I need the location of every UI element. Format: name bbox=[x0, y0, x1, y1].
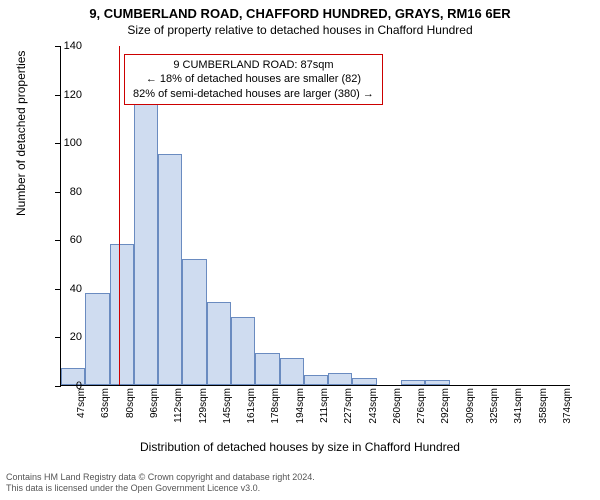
x-tick-label: 243sqm bbox=[368, 388, 379, 424]
x-tick-label: 63sqm bbox=[100, 388, 111, 418]
y-tick bbox=[55, 46, 61, 47]
histogram-bar bbox=[158, 154, 182, 385]
y-tick-label: 0 bbox=[76, 380, 82, 392]
histogram-bar bbox=[255, 353, 279, 385]
x-tick-label: 194sqm bbox=[295, 388, 306, 424]
title-sub: Size of property relative to detached ho… bbox=[0, 21, 600, 37]
x-tick-label: 325sqm bbox=[489, 388, 500, 424]
histogram-bar bbox=[110, 244, 134, 385]
y-tick-label: 40 bbox=[70, 283, 82, 295]
y-tick-label: 20 bbox=[70, 331, 82, 343]
footer: Contains HM Land Registry data © Crown c… bbox=[0, 468, 600, 500]
histogram-bar bbox=[85, 293, 109, 385]
x-tick-label: 145sqm bbox=[222, 388, 233, 424]
histogram-bar bbox=[328, 373, 352, 385]
y-tick-label: 100 bbox=[64, 137, 82, 149]
histogram-bar bbox=[401, 380, 425, 385]
footer-line2: This data is licensed under the Open Gov… bbox=[6, 483, 594, 494]
x-tick-label: 374sqm bbox=[562, 388, 573, 424]
histogram-bar bbox=[425, 380, 449, 385]
histogram-bar bbox=[280, 358, 304, 385]
y-tick bbox=[55, 95, 61, 96]
y-tick-label: 60 bbox=[70, 234, 82, 246]
x-tick-label: 96sqm bbox=[149, 388, 160, 418]
info-box: 9 CUMBERLAND ROAD: 87sqm ← 18% of detach… bbox=[124, 54, 383, 105]
x-tick-label: 309sqm bbox=[465, 388, 476, 424]
histogram-bar bbox=[182, 259, 206, 385]
x-tick-label: 112sqm bbox=[173, 388, 184, 423]
info-box-line1: 9 CUMBERLAND ROAD: 87sqm bbox=[133, 58, 374, 72]
histogram-bar bbox=[134, 103, 158, 385]
histogram-bar bbox=[207, 302, 231, 385]
x-tick-label: 260sqm bbox=[392, 388, 403, 424]
marker-line bbox=[119, 46, 120, 385]
histogram-bar bbox=[304, 375, 328, 385]
y-tick-label: 80 bbox=[70, 186, 82, 198]
x-tick-label: 292sqm bbox=[440, 388, 451, 424]
chart-area: 47sqm63sqm80sqm96sqm112sqm129sqm145sqm16… bbox=[60, 46, 570, 386]
histogram-bar bbox=[231, 317, 255, 385]
title-main: 9, CUMBERLAND ROAD, CHAFFORD HUNDRED, GR… bbox=[0, 0, 600, 21]
footer-line1: Contains HM Land Registry data © Crown c… bbox=[6, 472, 594, 483]
y-tick bbox=[55, 192, 61, 193]
y-axis-label: Number of detached properties bbox=[14, 51, 28, 216]
x-tick-label: 227sqm bbox=[343, 388, 354, 424]
info-box-line3: 82% of semi-detached houses are larger (… bbox=[133, 87, 374, 101]
y-tick bbox=[55, 289, 61, 290]
x-tick-label: 211sqm bbox=[319, 388, 330, 423]
y-tick bbox=[55, 337, 61, 338]
info-box-line2: ← 18% of detached houses are smaller (82… bbox=[133, 72, 374, 86]
y-tick-label: 140 bbox=[64, 40, 82, 52]
x-axis-label: Distribution of detached houses by size … bbox=[0, 440, 600, 454]
y-tick bbox=[55, 143, 61, 144]
x-tick-label: 129sqm bbox=[198, 388, 209, 424]
x-tick-label: 178sqm bbox=[270, 388, 281, 424]
x-tick-label: 80sqm bbox=[125, 388, 136, 418]
x-tick-label: 161sqm bbox=[246, 388, 257, 424]
x-tick-label: 341sqm bbox=[513, 388, 524, 424]
y-tick bbox=[55, 240, 61, 241]
x-tick-label: 276sqm bbox=[416, 388, 427, 424]
y-tick bbox=[55, 386, 61, 387]
x-tick-label: 47sqm bbox=[76, 388, 87, 418]
y-tick-label: 120 bbox=[64, 89, 82, 101]
histogram-bar bbox=[352, 378, 376, 385]
x-tick-label: 358sqm bbox=[538, 388, 549, 424]
